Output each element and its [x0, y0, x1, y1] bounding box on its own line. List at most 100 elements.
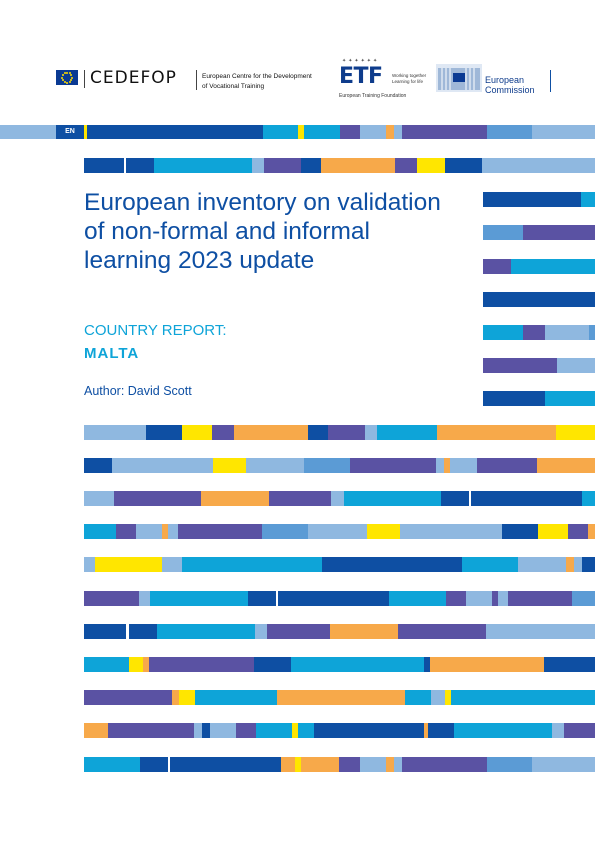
stripe-segment [84, 524, 116, 539]
stripe-segment [178, 524, 262, 539]
stripe-segment [394, 125, 402, 139]
stripe-segment [194, 723, 202, 738]
language-badge: EN [56, 125, 84, 139]
stripe-segment [179, 690, 195, 705]
stripe-segment [210, 723, 236, 738]
stripe-segment [150, 591, 248, 606]
stripe-segment [445, 690, 451, 705]
stripe-row [84, 557, 595, 572]
etf-tagline-line1: Working together [392, 73, 427, 78]
stripe-segment [545, 391, 595, 406]
stripe-segment [330, 624, 398, 639]
stripe-segment [588, 524, 595, 539]
stripe-segment [84, 491, 114, 506]
stripe-segment [367, 524, 400, 539]
stripe-segment [566, 557, 574, 572]
stripe-segment [264, 158, 301, 173]
flag-star [68, 72, 71, 75]
page-title: European inventory on validation of non-… [84, 189, 441, 274]
stripe-segment [84, 690, 172, 705]
stripe-segment [430, 657, 544, 672]
stripe-segment [0, 125, 56, 139]
stripe-segment [301, 757, 339, 772]
stripe-segment [314, 723, 424, 738]
stripe-segment [424, 723, 428, 738]
stripe-segment [246, 458, 304, 473]
stripe-segment [321, 158, 395, 173]
stripe-segment [202, 723, 210, 738]
stripe-segment [582, 491, 595, 506]
stripe-segment [236, 723, 256, 738]
side-bar [483, 391, 595, 406]
stripe-row [84, 624, 595, 639]
stripe-segment [405, 690, 431, 705]
stripe-segment [84, 723, 108, 738]
stripe-segment [483, 259, 511, 274]
stripe-segment [389, 591, 446, 606]
stripe-segment [483, 192, 581, 207]
stripe-segment [568, 524, 588, 539]
stripe-segment [557, 358, 595, 373]
stripe-segment [339, 757, 360, 772]
stripe-segment [136, 524, 162, 539]
stripe-segment [445, 158, 482, 173]
stripe-row [84, 657, 595, 672]
stripe-segment [466, 591, 492, 606]
flag-star [66, 71, 68, 74]
stripe-segment [344, 491, 441, 506]
stripe-segment [402, 125, 487, 139]
logo-row: CEDEFOP European Centre for the Developm… [56, 58, 556, 106]
stripe-segment [400, 524, 502, 539]
stripe-segment [126, 158, 154, 173]
stripe-segment [304, 458, 350, 473]
stripe-segment [262, 524, 308, 539]
stripe-segment [446, 591, 466, 606]
flag-star [61, 76, 63, 79]
flag-star [66, 81, 68, 84]
stripe-segment [436, 458, 444, 473]
stripe-segment [589, 325, 595, 340]
stripe-segment [301, 158, 321, 173]
stripe-segment [544, 657, 595, 672]
stripe-row [84, 524, 595, 539]
stripe-segment [532, 757, 595, 772]
stripe-segment [487, 125, 532, 139]
stripe-segment [486, 624, 595, 639]
stripe-segment [386, 757, 394, 772]
stripe-segment [322, 557, 462, 572]
stripe-segment [84, 125, 87, 139]
stripe-segment [572, 591, 595, 606]
stripe-segment [331, 491, 344, 506]
stripe-segment [424, 657, 430, 672]
etf-tagline-line2: Learning for life [392, 79, 424, 84]
stripe-segment [308, 524, 367, 539]
stripe-segment [511, 259, 595, 274]
stripe-segment [195, 690, 277, 705]
stripe-segment [143, 657, 149, 672]
stripe-segment [114, 491, 201, 506]
stripe-segment [395, 158, 417, 173]
stripe-segment [545, 325, 589, 340]
flag-star [68, 80, 71, 83]
stripe-segment [298, 723, 314, 738]
stripe-segment [483, 292, 595, 307]
stripe-segment [492, 591, 498, 606]
stripe-segment [298, 125, 304, 139]
stripe-segment [84, 557, 95, 572]
stripe-segment [483, 391, 545, 406]
etf-stars-icon: ✦✦✦✦✦✦ [342, 58, 380, 64]
stripe-segment [84, 158, 124, 173]
stripe-segment [269, 491, 331, 506]
side-bar [483, 192, 595, 207]
stripe-segment [170, 757, 281, 772]
cedefop-logo: CEDEFOP [90, 68, 177, 88]
stripe-segment [582, 557, 595, 572]
stripe-segment [394, 757, 402, 772]
stripe-segment [252, 158, 264, 173]
stripe-segment [291, 657, 424, 672]
stripe-segment [483, 225, 523, 240]
stripe-segment [360, 125, 386, 139]
stripe-segment [234, 425, 308, 440]
etf-full-name: European Training Foundation [339, 93, 407, 99]
stripe-segment [84, 458, 112, 473]
